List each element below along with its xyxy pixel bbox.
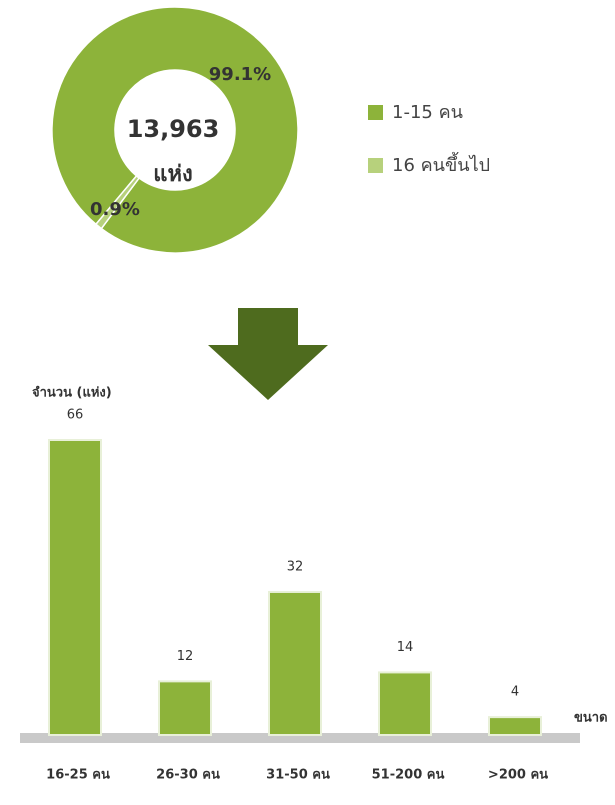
bar: [48, 439, 102, 736]
bar: [268, 590, 322, 737]
slice-label: 0.9%: [90, 199, 140, 220]
ground: [20, 733, 580, 743]
value-label: 4: [511, 685, 519, 700]
value-label: 32: [287, 559, 304, 574]
slice-label: 99.1%: [209, 64, 271, 85]
x-axis-label: ขนาด: [574, 711, 608, 726]
donut-slice: [51, 6, 299, 254]
bar: [158, 680, 212, 737]
donut-slice: [94, 174, 141, 230]
x-tick-label: 16-25 คน: [46, 768, 110, 783]
x-tick-label: >200 คน: [488, 768, 548, 783]
x-tick-label: 51-200 คน: [372, 768, 445, 783]
value-label: 14: [397, 640, 414, 655]
legend-label: 16 คนขึ้นไป: [392, 152, 490, 176]
x-tick-label: 26-30 คน: [156, 768, 220, 783]
bar: [488, 716, 542, 737]
legend-label: 1-15 คน: [392, 102, 463, 123]
value-label: 12: [177, 649, 194, 664]
bar: [378, 671, 432, 737]
x-tick-label: 31-50 คน: [266, 768, 330, 783]
arrow: [208, 308, 328, 400]
legend-swatch: [368, 105, 383, 120]
legend-swatch: [368, 158, 383, 173]
center-unit: แห่ง: [153, 162, 192, 187]
y-axis-label: จำนวน (แห่ง): [32, 385, 112, 401]
value-label: 66: [67, 408, 84, 423]
center-value: 13,963: [127, 115, 220, 143]
